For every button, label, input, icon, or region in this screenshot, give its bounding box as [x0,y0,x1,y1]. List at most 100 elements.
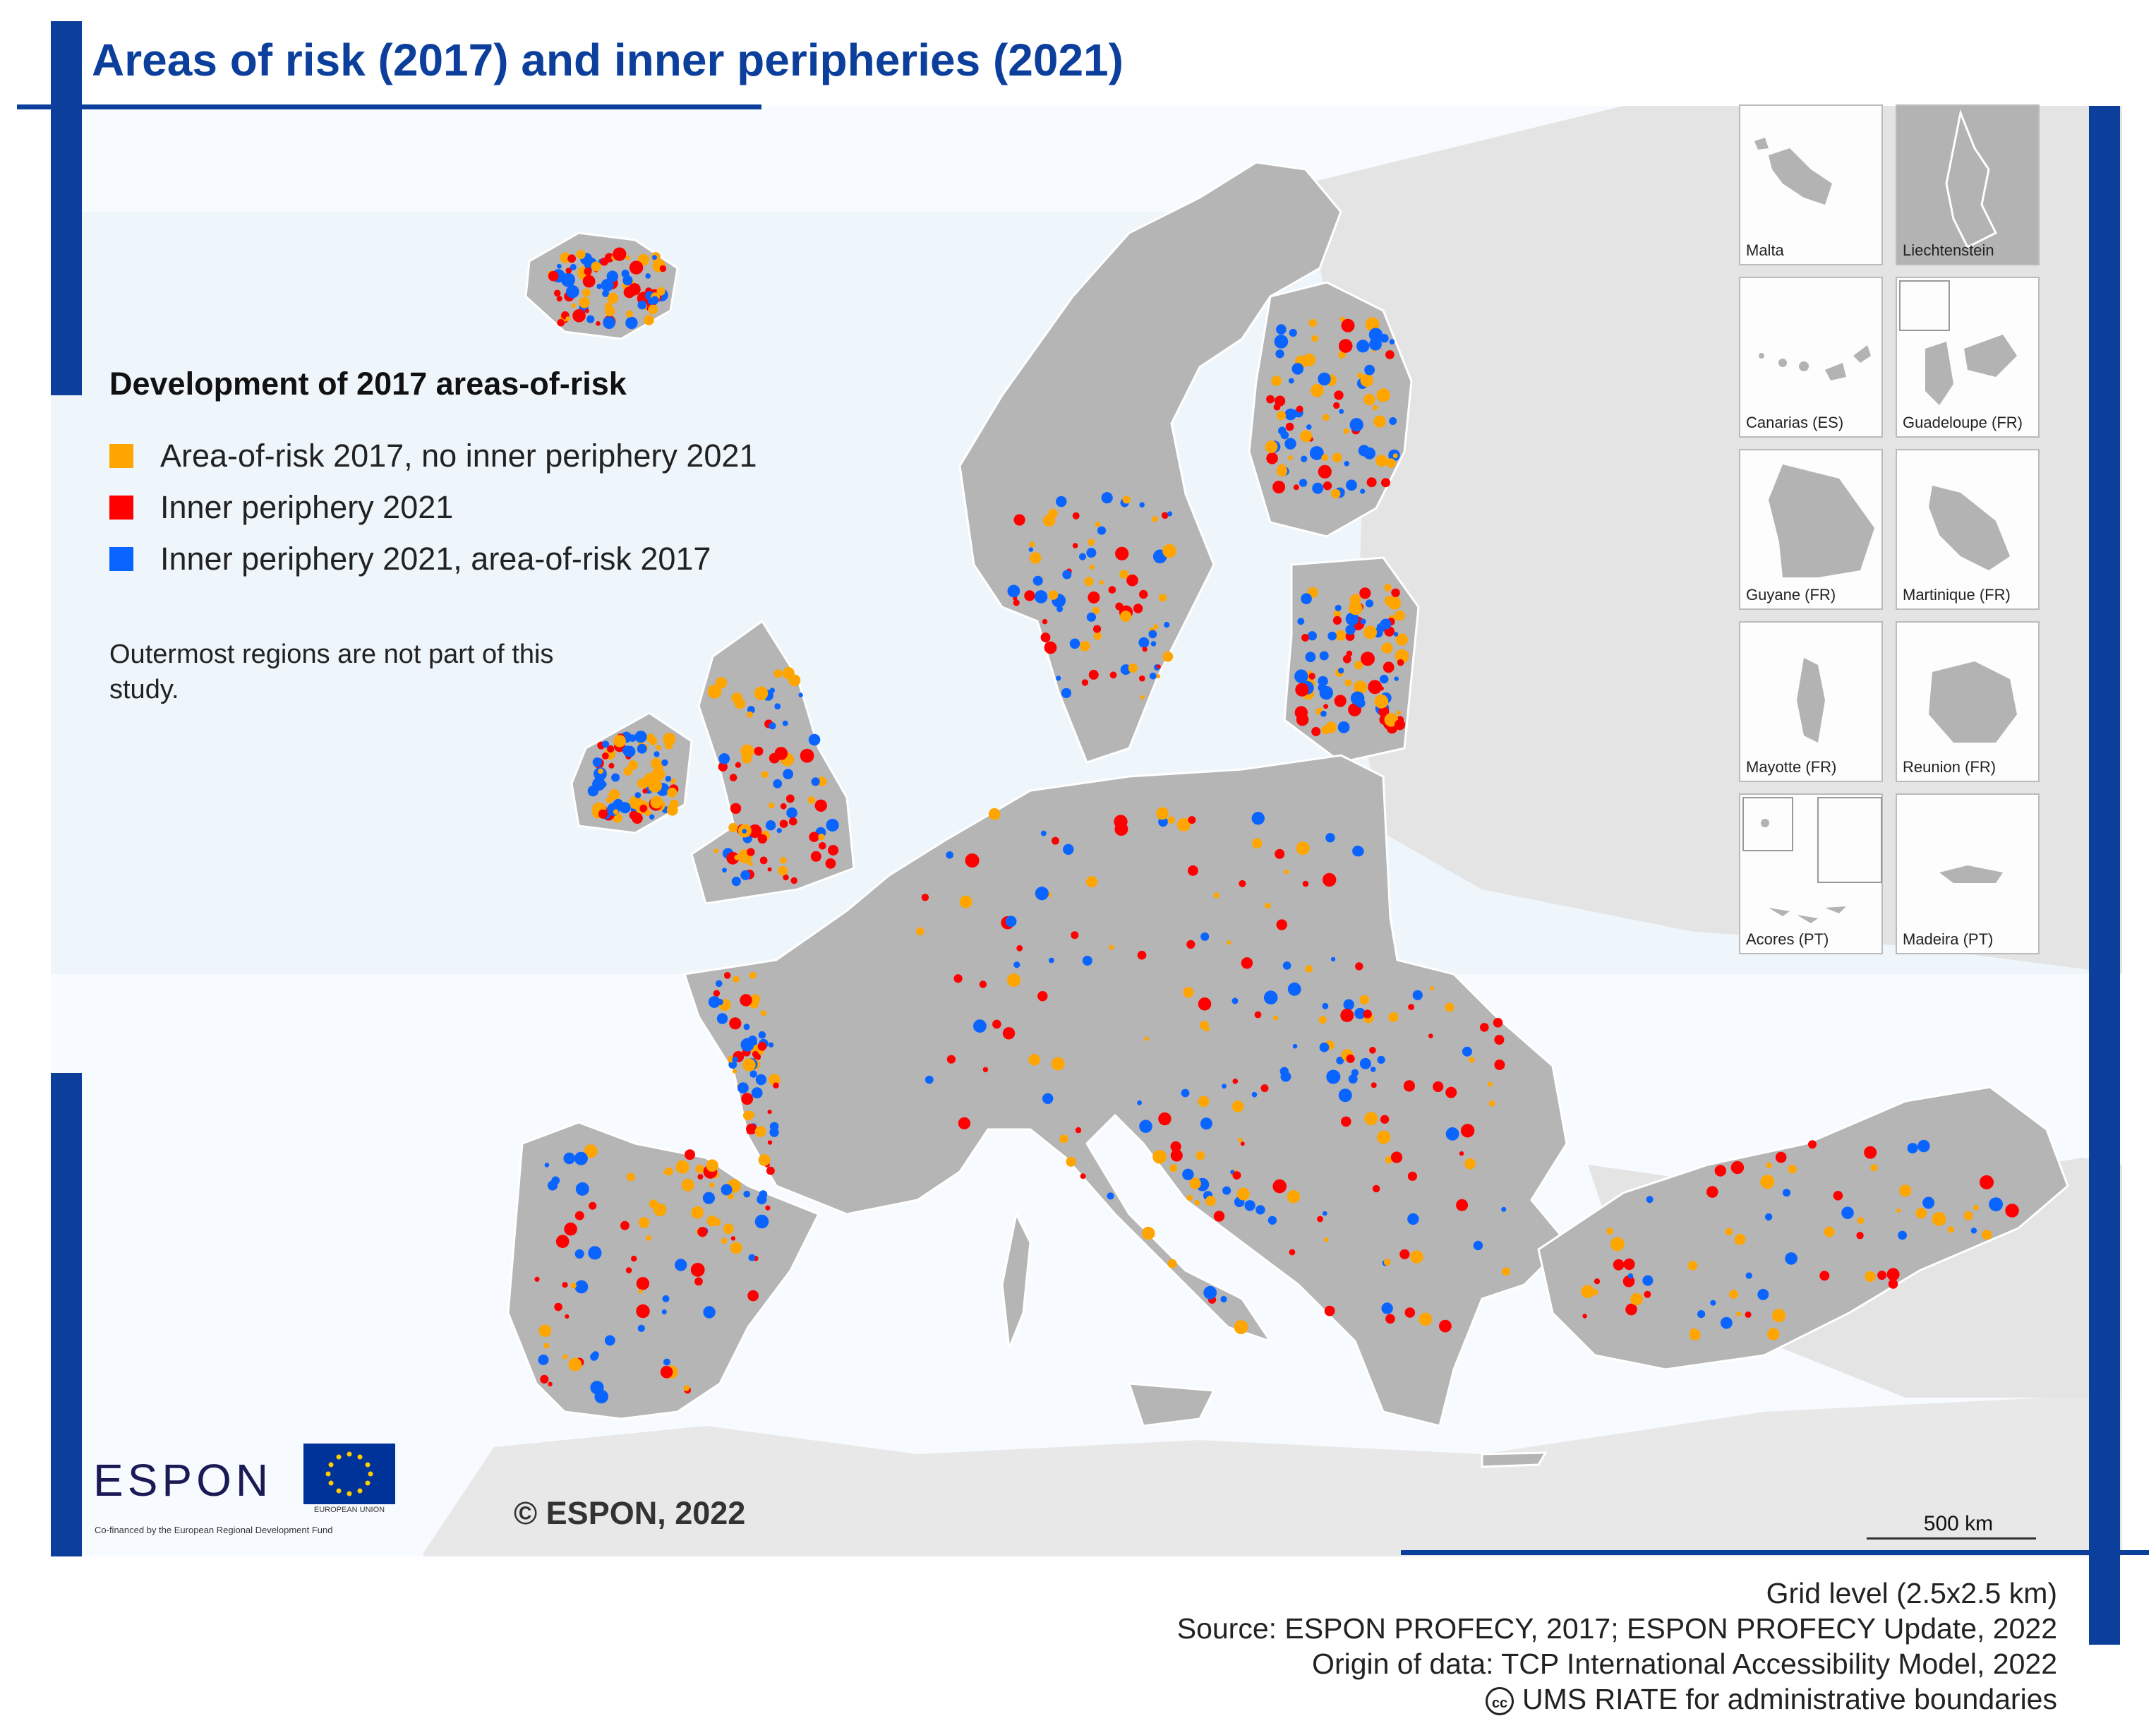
risk-area-dot [965,853,980,868]
risk-area-dot [534,1276,540,1282]
risk-area-dot [1922,1196,1935,1209]
risk-area-dot [1275,349,1284,359]
risk-area-dot [556,296,562,302]
risk-area-dot [568,1357,582,1372]
risk-area-dot [591,1351,599,1359]
risk-area-dot [1385,618,1390,625]
risk-area-dot [715,677,728,689]
risk-area-dot [707,684,722,699]
risk-area-dot [1459,1151,1464,1156]
risk-area-dot [1299,479,1308,487]
risk-area-dot [1343,999,1354,1010]
risk-area-dot [1139,675,1145,682]
risk-area-dot [1275,848,1285,859]
risk-area-dot [1075,1127,1082,1134]
risk-area-dot [1824,1226,1835,1237]
risk-area-dot [1404,1307,1416,1318]
risk-area-dot [1606,1228,1613,1235]
risk-area-dot [1141,1226,1155,1240]
risk-area-dot [1494,1060,1505,1070]
risk-area-dot [1380,674,1389,684]
risk-area-dot [925,1075,934,1084]
risk-area-dot [1294,669,1308,683]
risk-area-dot [644,810,651,817]
risk-area-dot [1318,464,1332,479]
risk-area-dot [1267,1216,1277,1225]
risk-area-dot [1369,1047,1376,1054]
risk-area-dot [582,275,596,288]
risk-area-dot [1066,1156,1076,1167]
risk-area-dot [1040,632,1051,642]
risk-area-dot [1394,719,1406,731]
risk-area-dot [1088,669,1099,680]
risk-area-dot [625,1267,632,1273]
risk-area-dot [1371,1082,1377,1088]
risk-area-dot [1231,1100,1244,1112]
risk-area-dot [1363,625,1378,640]
risk-area-dot [778,865,788,876]
scale-bar [1867,1537,2036,1540]
risk-area-dot [1013,514,1025,526]
risk-area-dot [1085,876,1098,888]
inset-acores: Acores (PT) [1739,793,1883,954]
risk-area-dot [1007,973,1020,988]
risk-area-dot [740,1038,754,1052]
risk-area-dot [685,1149,695,1160]
risk-area-dot [1338,351,1346,359]
risk-area-dot [628,760,638,770]
risk-area-dot [645,273,651,279]
risk-area-dot [642,788,648,794]
risk-area-dot [1088,591,1100,604]
risk-area-dot [755,1074,767,1086]
risk-area-dot [1108,586,1116,594]
risk-area-dot [1260,1084,1269,1093]
legend-label: Inner periphery 2021, area-of-risk 2017 [160,541,711,577]
risk-area-dot [1236,1187,1250,1201]
risk-area-dot [1372,404,1378,411]
scale-bar-label: 500 km [1923,1512,1994,1535]
risk-area-dot [1186,940,1196,949]
risk-area-dot [1133,604,1143,613]
risk-area-dot [1973,1204,1979,1211]
risk-area-dot [1139,589,1148,599]
risk-area-dot [1323,1237,1329,1242]
risk-area-dot [1383,1259,1391,1266]
risk-area-dot [807,796,816,804]
inset-canarias: Canarias (ES) [1739,277,1883,438]
risk-area-dot [1870,1164,1878,1172]
risk-area-dot [584,308,589,313]
risk-area-dot [1710,1300,1716,1306]
risk-area-dot [779,820,788,828]
risk-area-dot [683,1385,689,1391]
risk-area-dot [713,990,721,997]
risk-area-dot [661,759,668,767]
risk-area-dot [588,1246,602,1260]
risk-area-dot [1273,1015,1278,1021]
risk-area-dot [921,894,929,901]
risk-area-dot [1697,1310,1706,1319]
risk-area-dot [1399,1249,1410,1259]
risk-area-dot [769,1074,781,1086]
risk-area-dot [1266,395,1275,404]
risk-area-dot [667,787,677,798]
risk-area-dot [721,1237,728,1244]
risk-area-dot [1377,1130,1391,1144]
risk-area-dot [1630,1292,1643,1306]
risk-area-dot [1989,1197,2004,1211]
risk-area-dot [1330,956,1336,962]
risk-area-dot [646,1235,652,1241]
risk-area-dot [1156,664,1161,669]
risk-area-dot [670,778,676,784]
risk-area-dot [602,289,610,297]
legend-label: Inner periphery 2021 [160,489,454,525]
risk-area-dot [562,1354,568,1360]
legend-item-area-of-risk: Area-of-risk 2017, no inner periphery 20… [109,438,757,474]
risk-area-dot [1354,680,1367,695]
risk-area-dot [1348,1074,1358,1084]
risk-area-dot [691,1206,704,1219]
risk-area-dot [1445,1086,1457,1098]
risk-area-dot [1375,455,1388,467]
risk-area-dot [1198,1096,1210,1108]
risk-area-dot [1582,1314,1587,1319]
risk-area-dot [1148,630,1157,639]
